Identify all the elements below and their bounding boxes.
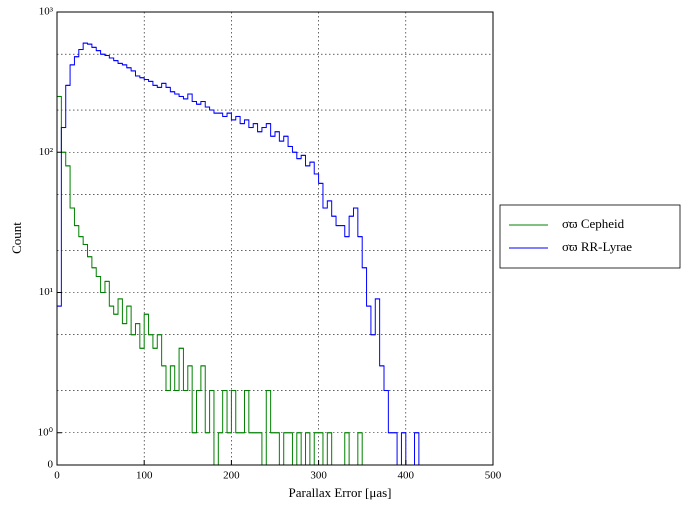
x-tick-label: 500	[485, 470, 502, 482]
y-tick-label: 10⁰	[38, 426, 54, 438]
x-tick-label: 200	[223, 470, 240, 482]
step-outline	[56, 42, 493, 466]
step-outline	[56, 95, 493, 466]
y-tick-label: 10²	[39, 146, 54, 158]
legend-label: σϖ RR-Lyrae	[562, 239, 632, 254]
x-tick-label: 100	[136, 470, 153, 482]
y-tick-label: 10¹	[39, 286, 53, 298]
x-axis-label: Parallax Error [μas]	[289, 485, 392, 500]
series	[56, 95, 493, 466]
plot-frame	[56, 11, 494, 466]
x-tick-label: 400	[398, 470, 415, 482]
y-tick-label: 0	[48, 459, 54, 471]
y-tick-label: 10³	[39, 6, 54, 18]
series	[56, 42, 493, 466]
y-axis-label: Count	[9, 222, 24, 254]
x-tick-label: 300	[310, 470, 327, 482]
legend-box	[499, 204, 681, 269]
x-tick-label: 0	[54, 470, 60, 482]
legend-label: σϖ Cepheid	[562, 216, 625, 231]
